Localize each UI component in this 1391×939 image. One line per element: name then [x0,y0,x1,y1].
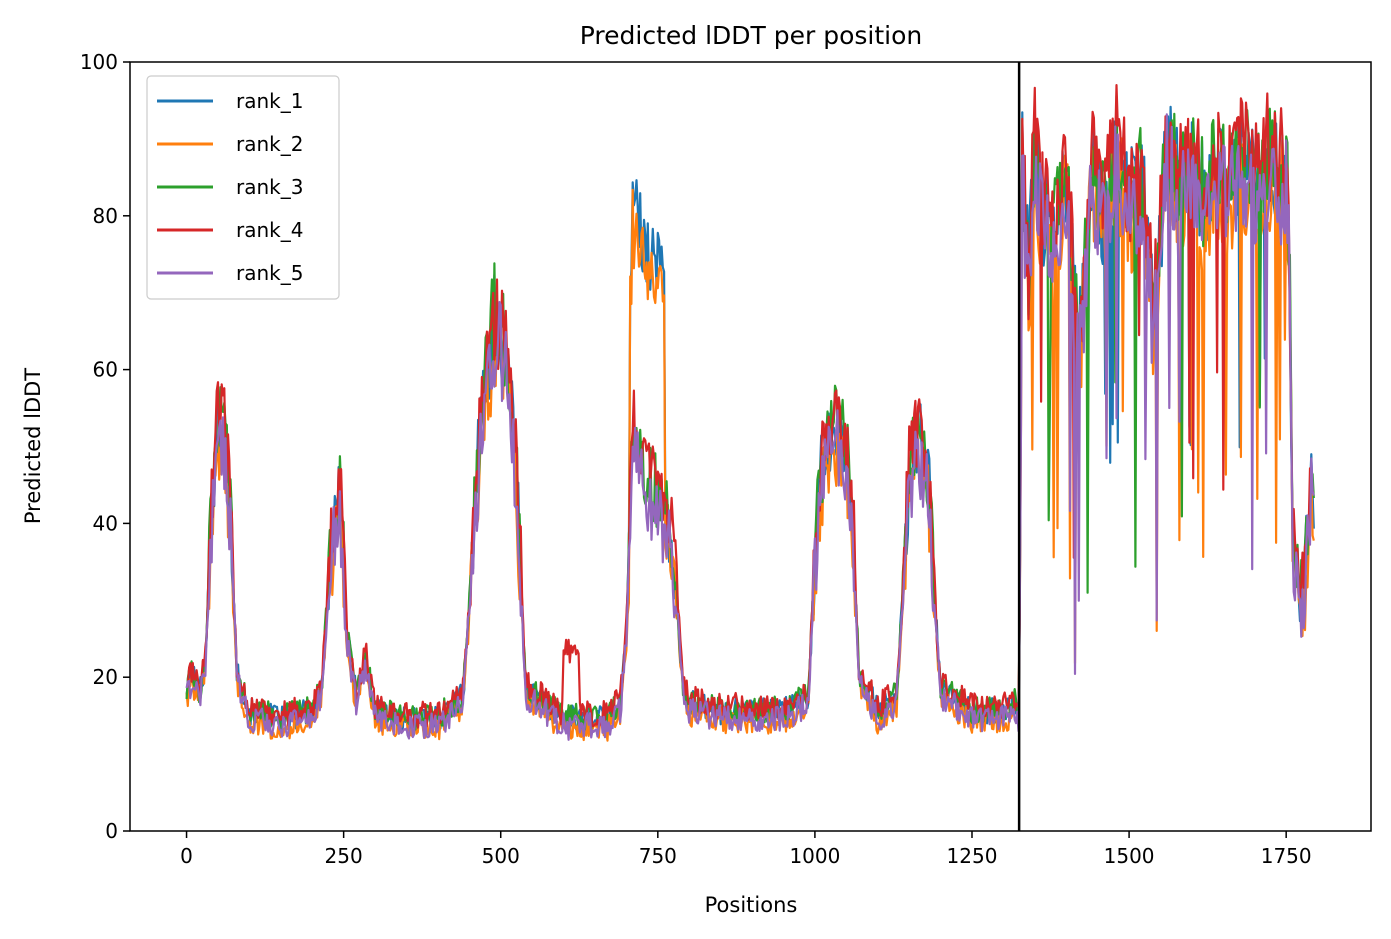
legend-items: rank_1 rank_2 rank_3 rank_4 rank_5 [157,89,303,285]
x-tick-label: 250 [325,844,363,868]
y-axis: 0 20 40 60 80 100 [80,50,130,843]
x-tick-label: 0 [180,844,193,868]
plot-area [129,61,1372,832]
y-tick-label: 100 [80,50,118,74]
legend-label: rank_5 [236,261,303,285]
legend-box [146,75,340,300]
y-tick-label: 0 [105,819,118,843]
y-tick-label: 40 [93,511,118,535]
y-tick-label: 60 [93,358,118,382]
y-tick-label: 20 [93,665,118,689]
x-tick-label: 750 [639,844,677,868]
y-axis-label: Predicted lDDT [21,368,45,524]
series-line-rank-5 [185,113,1315,741]
x-tick-label: 1500 [1104,844,1155,868]
x-axis-label: Positions [705,893,798,917]
series-layer [185,83,1315,742]
x-axis: 0 250 500 750 1000 1250 1500 1750 [180,831,1312,868]
x-tick-label: 1250 [947,844,998,868]
y-tick-label: 80 [93,204,118,228]
x-tick-label: 1750 [1261,844,1312,868]
x-tick-label: 500 [482,844,520,868]
legend: rank_1 rank_2 rank_3 rank_4 rank_5 [146,75,340,300]
legend-label: rank_3 [236,175,303,199]
chart-title: Predicted lDDT per position [580,21,922,50]
plot-frame [129,61,1372,832]
legend-label: rank_2 [236,132,303,156]
x-tick-label: 1000 [789,844,840,868]
legend-label: rank_1 [236,89,303,113]
legend-label: rank_4 [236,218,303,242]
